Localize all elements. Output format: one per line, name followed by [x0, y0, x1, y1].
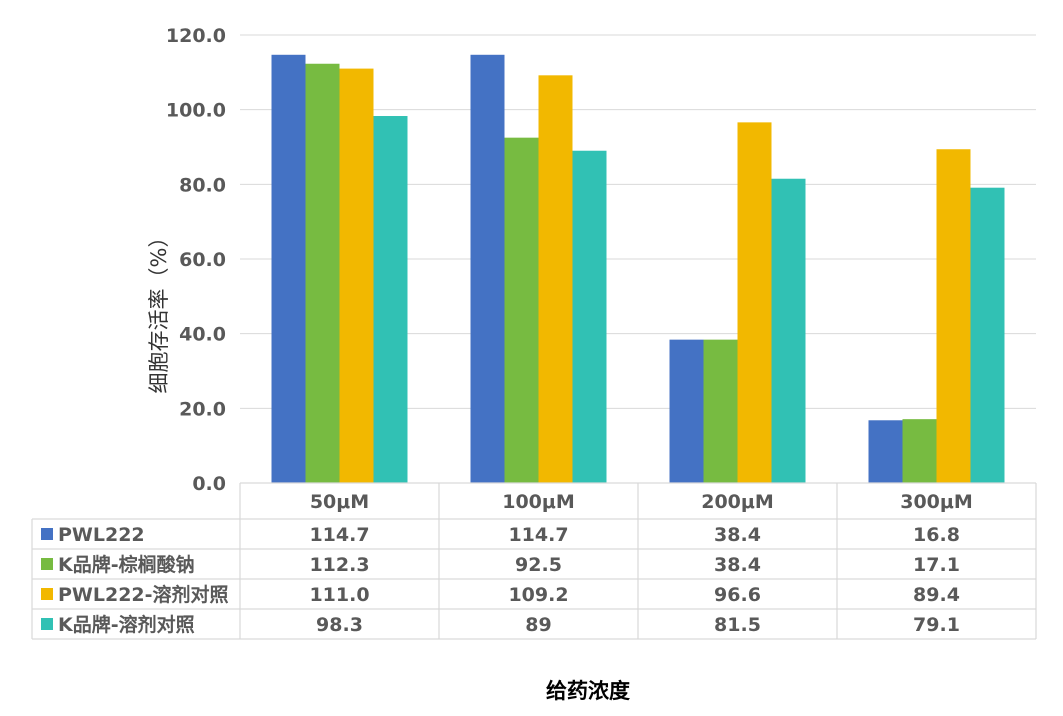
legend-label: PWL222	[58, 524, 145, 546]
data-label: 81.5	[714, 614, 761, 636]
x-tick-label: 100μM	[502, 491, 575, 513]
y-tick-label: 100.0	[166, 100, 226, 122]
legend-swatch	[41, 588, 53, 600]
data-label: 96.6	[714, 584, 761, 606]
x-tick-label: 50μM	[310, 491, 369, 513]
y-tick-label: 20.0	[179, 398, 226, 420]
bar	[669, 339, 704, 483]
bar	[504, 137, 539, 483]
x-axis-label: 给药浓度	[546, 679, 630, 703]
bar	[373, 116, 408, 483]
data-label: 98.3	[316, 614, 363, 636]
data-label: 109.2	[508, 584, 568, 606]
data-label: 16.8	[913, 524, 960, 546]
bar	[737, 122, 772, 484]
bars	[271, 54, 1005, 484]
bar	[970, 187, 1005, 483]
y-tick-label: 40.0	[179, 324, 226, 346]
legend-swatch	[41, 618, 53, 630]
bar	[902, 419, 937, 483]
x-tick-label: 200μM	[701, 491, 774, 513]
data-label: 89.4	[913, 584, 960, 606]
data-label: 38.4	[714, 524, 761, 546]
legend-label: K品牌-溶剂对照	[58, 613, 195, 636]
bar	[936, 149, 971, 484]
legend-label: PWL222-溶剂对照	[58, 583, 229, 606]
bar	[538, 75, 573, 483]
data-label: 114.7	[309, 524, 369, 546]
legend-label: K品牌-棕榈酸钠	[58, 553, 195, 576]
y-tick-labels: 0.0 20.0 40.0 60.0 80.0 100.0 120.0	[166, 25, 226, 495]
y-tick-label: 80.0	[179, 174, 226, 196]
data-label: 79.1	[913, 614, 960, 636]
data-table: 50μM 100μM 200μM 300μM PWL222 114.7 114.7 38.4 1…	[31, 482, 1037, 640]
data-label: 92.5	[515, 554, 562, 576]
data-label: 111.0	[309, 584, 369, 606]
y-tick-label: 120.0	[166, 25, 226, 47]
bar	[572, 150, 607, 483]
legend-swatch	[41, 528, 53, 540]
legend-swatch	[41, 558, 53, 570]
bar	[271, 54, 306, 483]
data-label: 114.7	[508, 524, 568, 546]
bar	[771, 178, 806, 483]
bar	[470, 54, 505, 483]
bar	[305, 63, 340, 483]
data-label: 112.3	[309, 554, 369, 576]
bar	[339, 68, 374, 483]
bar	[703, 339, 738, 483]
data-label: 38.4	[714, 554, 761, 576]
y-tick-label: 0.0	[192, 473, 226, 495]
y-axis-label: 细胞存活率（%）	[147, 227, 171, 394]
data-label: 17.1	[913, 554, 960, 576]
data-label: 89	[525, 614, 551, 636]
y-tick-label: 60.0	[179, 249, 226, 271]
bar	[868, 420, 903, 483]
x-tick-label: 300μM	[900, 491, 973, 513]
